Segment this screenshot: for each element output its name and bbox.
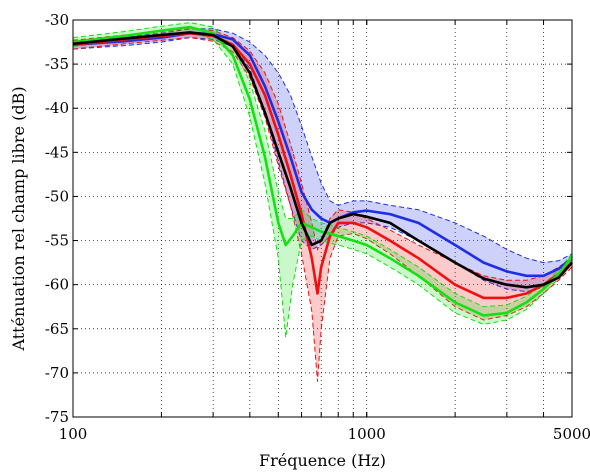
x-tick-labels: 100 1000 5000 [59,425,590,443]
y-tick-label: -40 [45,99,69,117]
y-tick-label: -60 [45,276,69,294]
series-line-black [72,31,573,289]
plot-frame [72,19,573,418]
y-tick-label: -35 [45,55,69,73]
x-tick-label: 1000 [348,425,386,443]
band-lower-blue [72,37,573,293]
x-axis-label: Fréquence (Hz) [259,451,386,470]
band-lower-green [72,30,573,338]
y-axis-label: Atténuation rel champ libre (dB) [9,86,28,351]
y-tick-label: -45 [45,143,69,161]
x-tick-label: 100 [59,425,88,443]
y-tick-label: -75 [45,408,69,426]
y-tick-label: -70 [45,364,69,382]
x-tick-label: 5000 [553,425,590,443]
series-line-green [72,25,574,317]
band-lower-red [72,37,573,382]
series-lines [72,25,574,317]
y-tick-label: -55 [45,232,69,250]
band-red [73,28,572,382]
confidence-bands [72,22,573,382]
y-tick-label: -30 [45,11,69,29]
y-tick-label: -50 [45,187,69,205]
band-blue [73,28,572,292]
y-tick-labels: -75 -70 -65 -60 -55 -50 -45 -40 -35 -30 [45,11,69,426]
y-tick-label: -65 [45,320,69,338]
band-upper-blue [72,28,573,264]
band-upper-green [72,22,573,308]
